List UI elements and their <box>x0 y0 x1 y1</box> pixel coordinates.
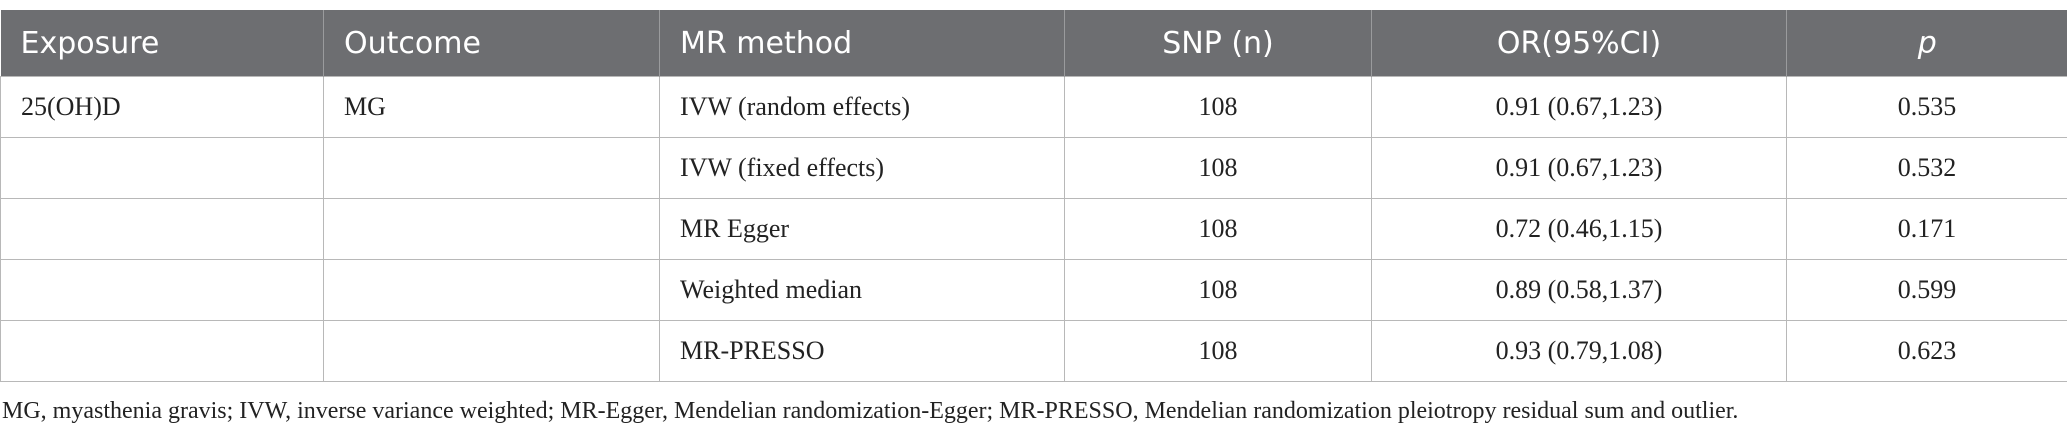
table-row: MR Egger 108 0.72 (0.46,1.15) 0.171 <box>0 198 2067 260</box>
empty-cell <box>323 137 660 199</box>
table-cell: 108 <box>1064 76 1372 138</box>
header-cell: Outcome <box>323 10 660 77</box>
table-cell: 0.599 <box>1786 259 2067 321</box>
table-cell: 0.91 (0.67,1.23) <box>1371 137 1787 199</box>
header-cell: OR(95%CI) <box>1371 10 1787 77</box>
table-cell: 108 <box>1064 137 1372 199</box>
table-cell: IVW (random effects) <box>659 76 1065 138</box>
empty-cell <box>0 320 324 382</box>
table-row: IVW (fixed effects) 108 0.91 (0.67,1.23) 0.… <box>0 137 2067 199</box>
header-cell: MR method <box>659 10 1065 77</box>
table-cell: 25(OH)D <box>0 76 324 138</box>
table-cell: MR Egger <box>659 198 1065 260</box>
results-table: Exposure Outcome MR method SNP (n) OR(95%CI)… <box>0 10 2067 382</box>
table-cell: 0.72 (0.46,1.15) <box>1371 198 1787 260</box>
header-cell: Exposure <box>0 10 324 77</box>
table-row: MR-PRESSO 108 0.93 (0.79,1.08) 0.623 <box>0 320 2067 382</box>
table-cell: Weighted median <box>659 259 1065 321</box>
table-cell: 0.93 (0.79,1.08) <box>1371 320 1787 382</box>
table-row: 25(OH)D MG IVW (random effects) 108 0.91 (0.… <box>0 76 2067 138</box>
empty-cell <box>0 198 324 260</box>
table-row: Weighted median 108 0.89 (0.58,1.37) 0.599 <box>0 259 2067 321</box>
table-cell: 0.623 <box>1786 320 2067 382</box>
header-cell: SNP (n) <box>1064 10 1372 77</box>
empty-cell <box>323 320 660 382</box>
table-cell: MR-PRESSO <box>659 320 1065 382</box>
header-row: Exposure Outcome MR method SNP (n) OR(95%CI)… <box>0 10 2067 77</box>
table-cell: IVW (fixed effects) <box>659 137 1065 199</box>
empty-cell <box>0 137 324 199</box>
table-body: 25(OH)D MG IVW (random effects) 108 0.91 (0.… <box>0 76 2067 382</box>
table-cell: 0.535 <box>1786 76 2067 138</box>
table-cell: MG <box>323 76 660 138</box>
table-cell: 0.89 (0.58,1.37) <box>1371 259 1787 321</box>
empty-cell <box>323 198 660 260</box>
empty-cell <box>0 259 324 321</box>
footnote: MG, myasthenia gravis; IVW, inverse vari… <box>2 398 1739 424</box>
table-cell: 0.532 <box>1786 137 2067 199</box>
table-cell: 108 <box>1064 320 1372 382</box>
table-cell: 0.171 <box>1786 198 2067 260</box>
table-cell: 0.91 (0.67,1.23) <box>1371 76 1787 138</box>
table-cell: 108 <box>1064 198 1372 260</box>
table-cell: 108 <box>1064 259 1372 321</box>
empty-cell <box>323 259 660 321</box>
header-cell: p <box>1786 10 2067 77</box>
